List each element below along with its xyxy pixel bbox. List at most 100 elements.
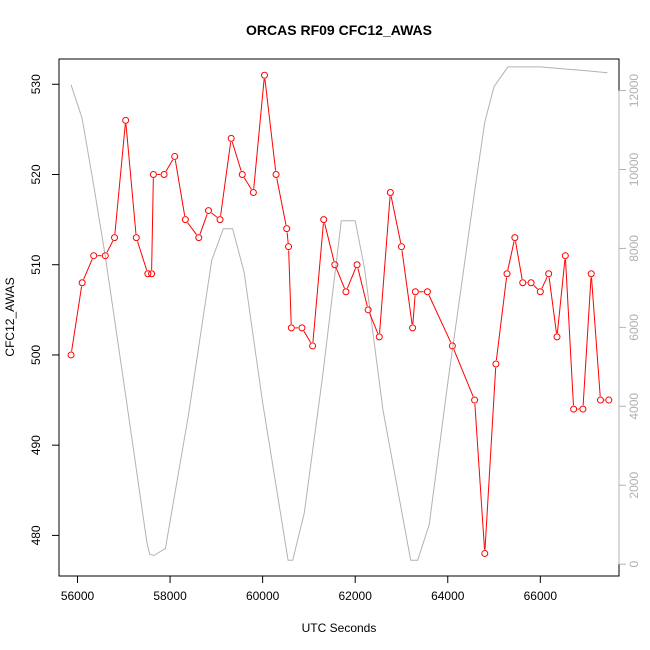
primary-data-point [519, 279, 527, 287]
primary-data-point [260, 71, 268, 79]
x-tick-label: 66000 [524, 589, 558, 603]
y-tick-label: 530 [29, 74, 43, 94]
primary-data-point [149, 170, 157, 178]
x-tick-label: 56000 [61, 589, 95, 603]
primary-series-segment [582, 277, 592, 406]
primary-data-point [111, 234, 119, 242]
primary-series-segment [324, 223, 335, 262]
primary-data-point [375, 333, 383, 341]
primary-series-segment [303, 330, 312, 343]
primary-data-point [561, 252, 569, 260]
primary-data-point [471, 396, 479, 404]
primary-data-point [511, 234, 519, 242]
primary-data-point [249, 189, 257, 197]
primary-data-point [67, 351, 75, 359]
primary-data-point [570, 405, 578, 413]
x-tick-label: 62000 [339, 589, 373, 603]
primary-data-point [605, 396, 613, 404]
primary-series-segment [187, 222, 197, 235]
primary-data-point [204, 207, 212, 215]
secondary-series-layer [70, 66, 608, 561]
primary-data-point [579, 405, 587, 413]
primary-series-segment [288, 250, 292, 325]
primary-data-point [397, 243, 405, 251]
primary-data-point [238, 170, 246, 178]
y2-tick-label: 2000 [627, 472, 641, 499]
primary-data-point [364, 306, 372, 314]
primary-data-point [283, 225, 291, 233]
y-tick-label: 510 [29, 254, 43, 274]
x-tick-label: 58000 [153, 589, 187, 603]
y-axis-label: CFC12_AWAS [3, 277, 17, 356]
primary-data-point [423, 288, 431, 296]
primary-series-segment [106, 240, 114, 253]
primary-series-segment [231, 141, 242, 172]
y2-tick-label: 0 [627, 561, 641, 568]
primary-data-point [409, 324, 417, 332]
primary-series-segment [428, 295, 452, 343]
primary-data-point [285, 243, 293, 251]
primary-series-segment [71, 286, 83, 352]
y2-tick-label: 10000 [627, 152, 641, 186]
primary-series-segment [335, 268, 345, 289]
primary-data-point [298, 324, 306, 332]
primary-data-point [272, 170, 280, 178]
plot-frame [58, 58, 620, 577]
primary-series-segment [151, 178, 154, 270]
primary-series-layer [67, 71, 613, 557]
primary-series-segment [220, 142, 232, 216]
primary-data-point [503, 270, 511, 278]
primary-data-point [596, 396, 604, 404]
primary-series-segment [484, 367, 497, 550]
primary-data-point [386, 189, 394, 197]
primary-data-point [101, 252, 109, 260]
x-tick-label: 60000 [246, 589, 280, 603]
primary-series-segment [346, 268, 357, 289]
y2-tick-label: 8000 [627, 235, 641, 262]
primary-series-segment [515, 241, 523, 280]
primary-series-segment [474, 403, 486, 550]
primary-data-point [448, 342, 456, 350]
primary-data-point [90, 252, 98, 260]
primary-series-segment [199, 213, 208, 235]
primary-data-point [587, 270, 595, 278]
primary-data-point [148, 270, 156, 278]
y-axis-right: 0 2000 4000 6000 8000 10000 12000 [618, 74, 641, 568]
primary-series-segment [83, 258, 93, 280]
y-tick-label: 520 [29, 164, 43, 184]
primary-series-segment [114, 124, 126, 234]
x-tick-label: 64000 [431, 589, 465, 603]
primary-series-segment [312, 223, 324, 343]
x-axis-label: UTC Seconds [302, 621, 377, 635]
y-axis-left: 480 490 500 510 520 530 [29, 74, 60, 545]
primary-series-segment [565, 259, 574, 406]
primary-data-point [287, 324, 295, 332]
primary-data-point [342, 288, 350, 296]
primary-series-segment [243, 177, 252, 190]
primary-series-segment [541, 276, 548, 289]
primary-data-point [545, 270, 553, 278]
primary-data-point [171, 152, 179, 160]
x-axis: 56000 58000 60000 62000 64000 66000 [61, 575, 558, 603]
primary-series-segment [276, 178, 287, 225]
secondary-series-line [70, 66, 608, 561]
primary-series-segment [401, 250, 413, 325]
primary-series-segment [357, 268, 368, 307]
primary-data-point [353, 261, 361, 269]
primary-data-point [481, 549, 489, 557]
primary-data-point [144, 270, 152, 278]
primary-data-point [216, 216, 224, 224]
primary-series-segment [174, 160, 186, 216]
y-tick-label: 490 [29, 435, 43, 455]
primary-data-point [553, 333, 561, 341]
primary-data-point [122, 116, 130, 124]
y2-tick-label: 6000 [627, 314, 641, 341]
y2-tick-label: 4000 [627, 393, 641, 420]
y-tick-label: 480 [29, 525, 43, 545]
primary-series-segment [533, 285, 538, 290]
primary-series-segment [412, 295, 416, 325]
y-tick-label: 500 [29, 345, 43, 365]
primary-series-segment [379, 196, 391, 334]
primary-series-segment [286, 232, 289, 243]
primary-series-segment [556, 259, 566, 334]
